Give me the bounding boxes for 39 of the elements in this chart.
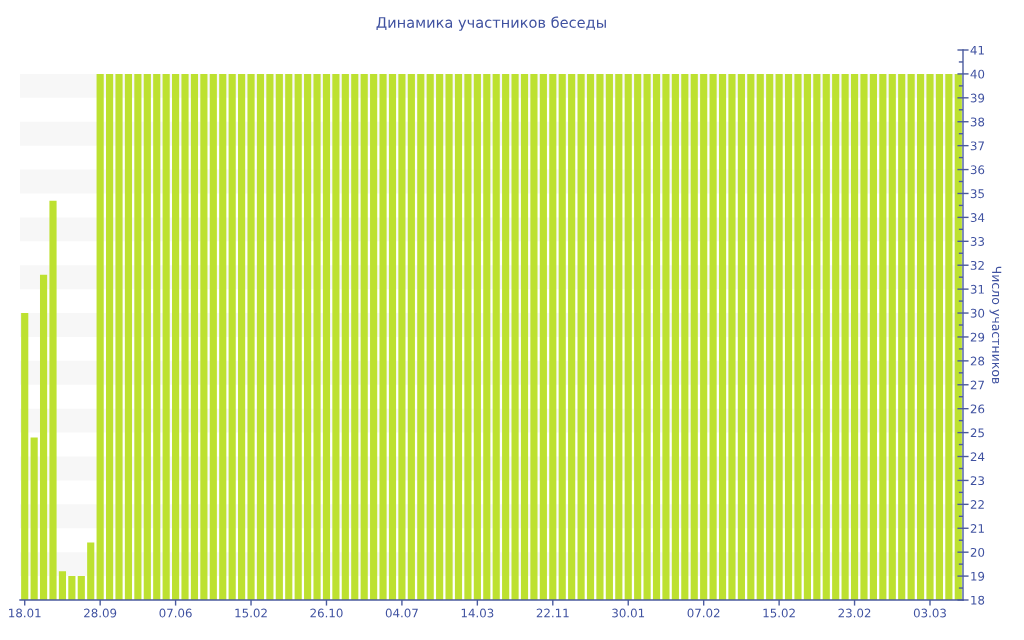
y-tick-label: 20 [970, 547, 985, 557]
y-tick-label: 18 [971, 595, 985, 605]
x-tick-label: 07.06 [159, 608, 192, 618]
x-tick-label: 14.03 [461, 608, 494, 618]
x-tick-label: 22.11 [536, 608, 569, 618]
y-tick-label: 32 [970, 260, 984, 270]
chart-title: Динамика участников беседы [376, 16, 606, 31]
y-tick-label: 39 [970, 93, 985, 103]
y-tick-label: 34 [970, 213, 985, 223]
y-tick-label: 25 [970, 428, 984, 438]
x-tick-label: 15.02 [763, 608, 795, 618]
x-tick-label: 07.02 [687, 608, 720, 618]
y-tick-label: 19 [971, 571, 985, 581]
y-tick-label: 27 [970, 380, 984, 390]
y-axis-title: Число участников [989, 266, 1002, 384]
x-tick-label: 03.03 [913, 608, 946, 618]
x-tick-label: 15.02 [235, 608, 267, 618]
y-tick-label: 36 [970, 165, 985, 175]
y-tick-label: 23 [970, 476, 985, 486]
y-tick-label: 38 [970, 117, 985, 127]
y-tick-label: 21 [970, 523, 984, 533]
y-tick-label: 26 [970, 404, 985, 414]
y-tick-label: 24 [970, 452, 985, 462]
y-tick-label: 22 [970, 500, 984, 509]
y-tick-label: 30 [970, 308, 985, 318]
x-tick-label: 30.01 [612, 608, 645, 618]
x-tick-label: 26.10 [310, 608, 343, 618]
y-tick-label: 33 [970, 237, 985, 246]
y-tick-label: 31 [970, 284, 984, 294]
y-tick-label: 35 [970, 189, 984, 199]
y-tick-label: 28 [970, 356, 985, 366]
x-tick-label: 18.01 [9, 608, 41, 618]
y-tick-label: 40 [970, 69, 985, 79]
y-tick-label: 41 [970, 45, 984, 55]
y-tick-label: 37 [970, 141, 984, 151]
x-tick-label: 23.02 [838, 608, 871, 618]
y-tick-label: 29 [970, 332, 985, 342]
x-tick-label: 28.09 [84, 608, 117, 618]
x-tick-label: 04.07 [385, 608, 418, 618]
